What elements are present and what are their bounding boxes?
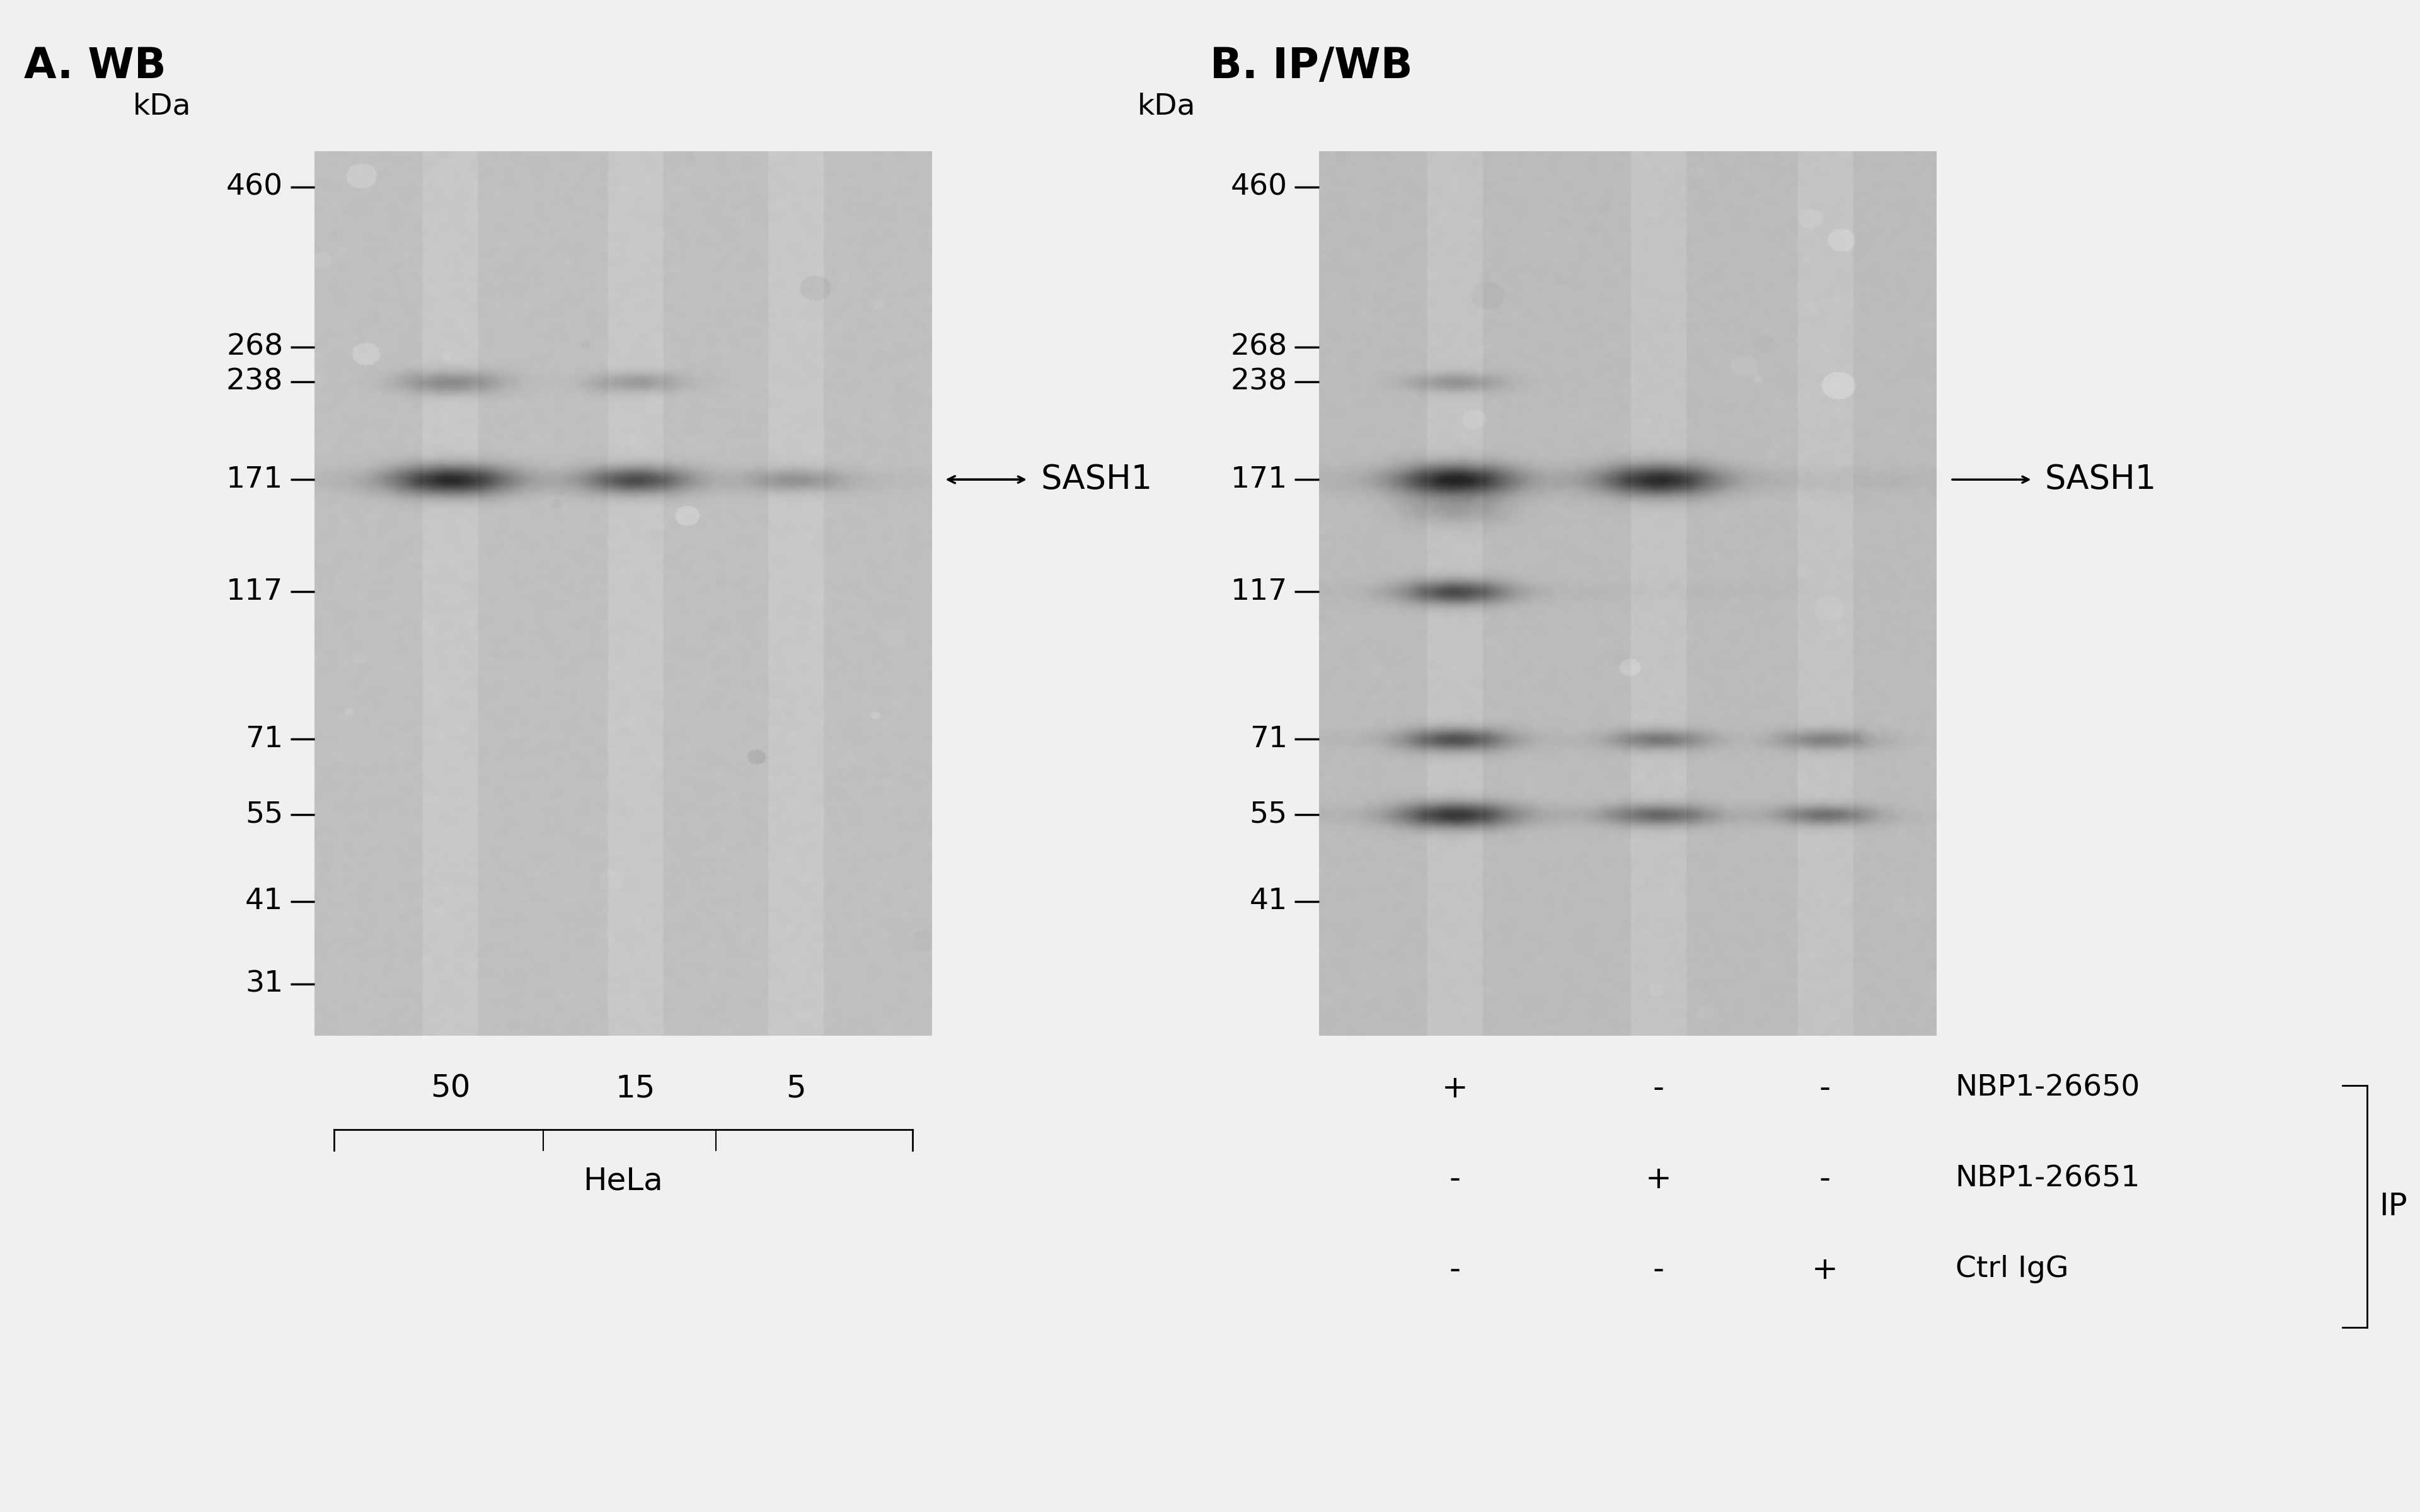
- Text: B. IP/WB: B. IP/WB: [1210, 45, 1413, 86]
- Text: 268: 268: [225, 333, 283, 361]
- Text: 55: 55: [244, 800, 283, 829]
- Text: -: -: [1653, 1255, 1665, 1285]
- Text: 31: 31: [244, 969, 283, 998]
- Text: Ctrl IgG: Ctrl IgG: [1955, 1255, 2069, 1284]
- Text: SASH1: SASH1: [2045, 463, 2156, 496]
- Text: -: -: [1820, 1074, 1830, 1104]
- Text: 55: 55: [1249, 800, 1287, 829]
- Text: IP: IP: [2379, 1191, 2408, 1222]
- Text: -: -: [1653, 1074, 1665, 1104]
- Text: kDa: kDa: [133, 92, 191, 121]
- Text: -: -: [1450, 1164, 1459, 1194]
- Text: 268: 268: [1229, 333, 1287, 361]
- Text: -: -: [1820, 1164, 1830, 1194]
- Text: 171: 171: [1229, 466, 1287, 494]
- Text: 41: 41: [1249, 888, 1287, 915]
- Text: SASH1: SASH1: [1041, 463, 1152, 496]
- Text: 15: 15: [615, 1074, 656, 1104]
- Text: 41: 41: [244, 888, 283, 915]
- Text: NBP1-26651: NBP1-26651: [1955, 1164, 2139, 1193]
- Text: A. WB: A. WB: [24, 45, 167, 86]
- Text: kDa: kDa: [1137, 92, 1195, 121]
- Text: 460: 460: [227, 174, 283, 201]
- Text: 117: 117: [225, 578, 283, 606]
- Text: +: +: [1813, 1255, 1839, 1285]
- Text: 50: 50: [431, 1074, 469, 1104]
- Text: +: +: [1442, 1074, 1469, 1104]
- Text: 171: 171: [225, 466, 283, 494]
- Text: 71: 71: [244, 724, 283, 753]
- Text: 71: 71: [1249, 724, 1287, 753]
- Text: -: -: [1450, 1255, 1459, 1285]
- Text: 238: 238: [1229, 367, 1287, 396]
- Text: HeLa: HeLa: [583, 1166, 663, 1196]
- Text: 117: 117: [1229, 578, 1287, 606]
- Text: 460: 460: [1232, 174, 1287, 201]
- Text: NBP1-26650: NBP1-26650: [1955, 1074, 2139, 1102]
- Text: 5: 5: [786, 1074, 806, 1104]
- Text: +: +: [1646, 1164, 1672, 1194]
- Text: 238: 238: [225, 367, 283, 396]
